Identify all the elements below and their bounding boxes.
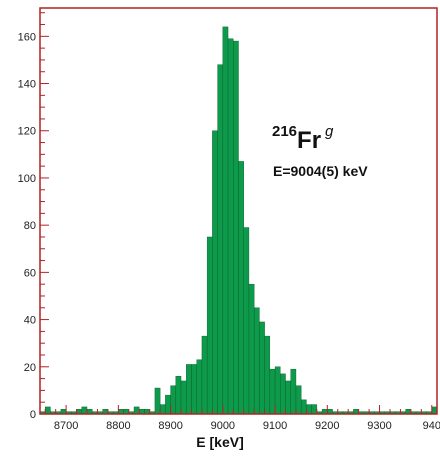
element-symbol: Fr [297,127,321,154]
y-tick-label: 120 [18,126,36,138]
histogram-bar [222,26,229,415]
histogram-bar [306,404,312,415]
histogram-bar [165,394,171,415]
histogram-bar [186,364,192,415]
histogram-bar [248,283,255,415]
histogram-bar [81,406,88,415]
energy-annotation: E=9004(5) keV [273,163,368,179]
y-tick-label: 140 [18,79,36,91]
plot-frame [39,7,438,415]
histogram-bar [280,373,286,415]
nuclide-label: 216Fr g [272,123,334,154]
histogram-bar [311,404,318,415]
x-tick-label: 8900 [158,420,182,432]
y-tick-label: 60 [24,267,36,279]
y-tick-label: 0 [30,409,36,421]
x-tick-label: 8800 [106,420,130,432]
histogram-bar [264,335,271,415]
histogram-bar [290,368,297,415]
state-label: g [325,123,334,140]
histogram-bar [300,399,307,415]
axis-ticks [40,12,433,415]
histogram-bar [170,385,177,415]
y-tick-labels: 0 20 40 60 80 100 120 140 160 [18,31,36,421]
x-tick-label: 9100 [263,420,287,432]
histogram-bar [206,236,213,415]
histogram-bar [227,38,234,415]
histogram-bar [180,380,187,415]
histogram-bar [201,335,208,415]
y-tick-label: 20 [24,362,36,374]
histogram-bar [233,40,239,415]
x-tick-label: 940 [423,420,440,432]
histogram-bar [274,366,281,415]
x-axis-title: E [keV] [196,434,243,450]
histogram-bar [259,321,265,415]
y-tick-label: 80 [24,220,36,232]
x-tick-label: 9300 [367,420,391,432]
histogram-bar [253,307,260,415]
x-tick-label: 8700 [54,420,78,432]
histogram-bar [133,406,140,415]
histogram-bar [243,227,250,415]
x-tick-label: 9000 [211,420,235,432]
histogram-bar [191,364,197,415]
histogram-bar [159,404,166,415]
y-tick-label: 100 [18,173,36,185]
histogram-bar [238,161,244,415]
histogram-bar [212,130,218,415]
histogram-bar [217,64,224,415]
histogram-bar [269,368,276,415]
histogram-bar [196,359,203,415]
mass-number: 216 [272,123,297,140]
histogram-bars [39,26,438,415]
histogram-bar [175,376,182,415]
y-tick-label: 160 [18,31,36,43]
histogram-bar [45,406,51,415]
y-tick-label: 40 [24,315,36,327]
histogram-bar [154,387,161,415]
x-tick-labels: 8700 8800 8900 9000 9100 9200 9300 940 [54,420,440,432]
histogram-bar [431,406,438,415]
x-tick-label: 9200 [315,420,339,432]
histogram-bar [295,385,302,415]
histogram-bar [285,380,291,415]
